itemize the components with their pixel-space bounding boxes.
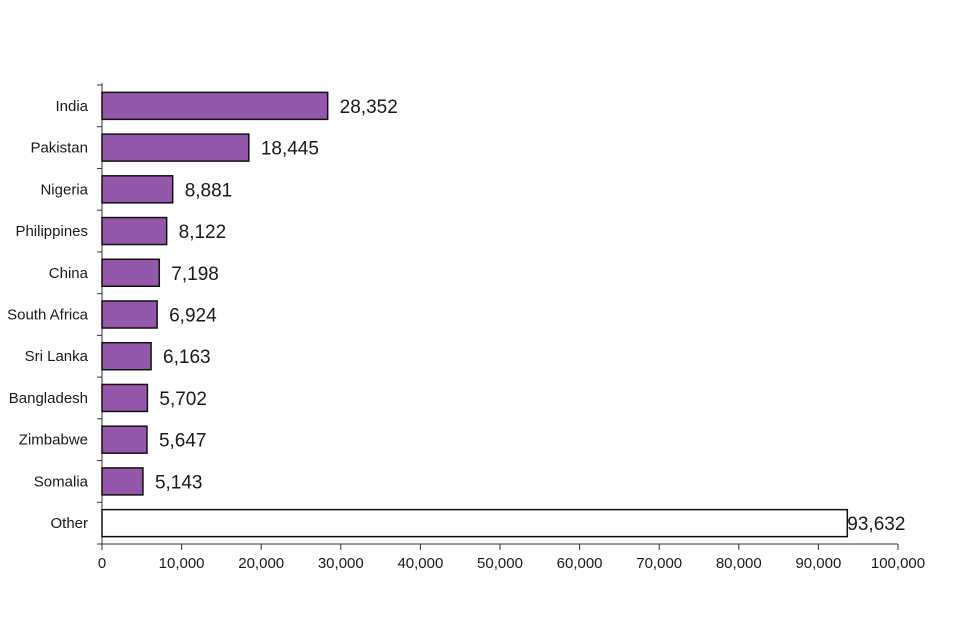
bar-philippines xyxy=(101,216,168,246)
data-label: 28,352 xyxy=(340,97,398,118)
data-label: 7,198 xyxy=(171,264,219,285)
x-tick-label: 10,000 xyxy=(159,555,205,572)
data-label: 5,647 xyxy=(159,431,207,452)
bar-china xyxy=(101,258,161,288)
category-label: Philippines xyxy=(15,223,88,240)
category-label: Zimbabwe xyxy=(19,432,88,449)
bar-sri-lanka xyxy=(101,341,152,371)
x-tick-label: 40,000 xyxy=(397,555,443,572)
category-label: South Africa xyxy=(7,307,89,324)
x-tick-label: 80,000 xyxy=(716,555,762,572)
x-tick-label: 60,000 xyxy=(557,555,603,572)
bar-india xyxy=(101,91,329,121)
data-label: 8,881 xyxy=(185,180,233,201)
category-label: Sri Lanka xyxy=(25,348,89,365)
data-label: 18,445 xyxy=(261,139,319,160)
x-tick-label: 50,000 xyxy=(477,555,523,572)
category-label: Pakistan xyxy=(30,140,88,157)
category-label: Other xyxy=(50,515,88,532)
category-label: Bangladesh xyxy=(9,390,88,407)
data-label: 6,163 xyxy=(163,347,211,368)
x-tick-label: 90,000 xyxy=(795,555,841,572)
category-label: China xyxy=(49,265,89,282)
x-tick-label: 20,000 xyxy=(238,555,284,572)
bar-nigeria xyxy=(101,175,174,204)
data-label: 93,632 xyxy=(847,514,905,535)
bar-pakistan xyxy=(101,133,250,162)
bar-other xyxy=(101,508,849,538)
data-label: 5,143 xyxy=(155,472,203,493)
data-label: 8,122 xyxy=(179,222,227,243)
x-tick-label: 0 xyxy=(98,555,106,572)
bar-zimbabwe xyxy=(101,425,148,454)
data-label: 5,702 xyxy=(159,389,207,410)
category-label: Nigeria xyxy=(40,181,88,198)
bar-bangladesh xyxy=(101,383,149,413)
x-tick-label: 30,000 xyxy=(318,555,364,572)
bar-south-africa xyxy=(101,300,158,329)
category-label: Somalia xyxy=(34,473,89,490)
x-tick-label: 100,000 xyxy=(871,555,925,572)
category-label: India xyxy=(55,98,88,115)
x-tick-label: 70,000 xyxy=(636,555,682,572)
data-label: 6,924 xyxy=(169,306,217,327)
bar-somalia xyxy=(101,467,144,496)
